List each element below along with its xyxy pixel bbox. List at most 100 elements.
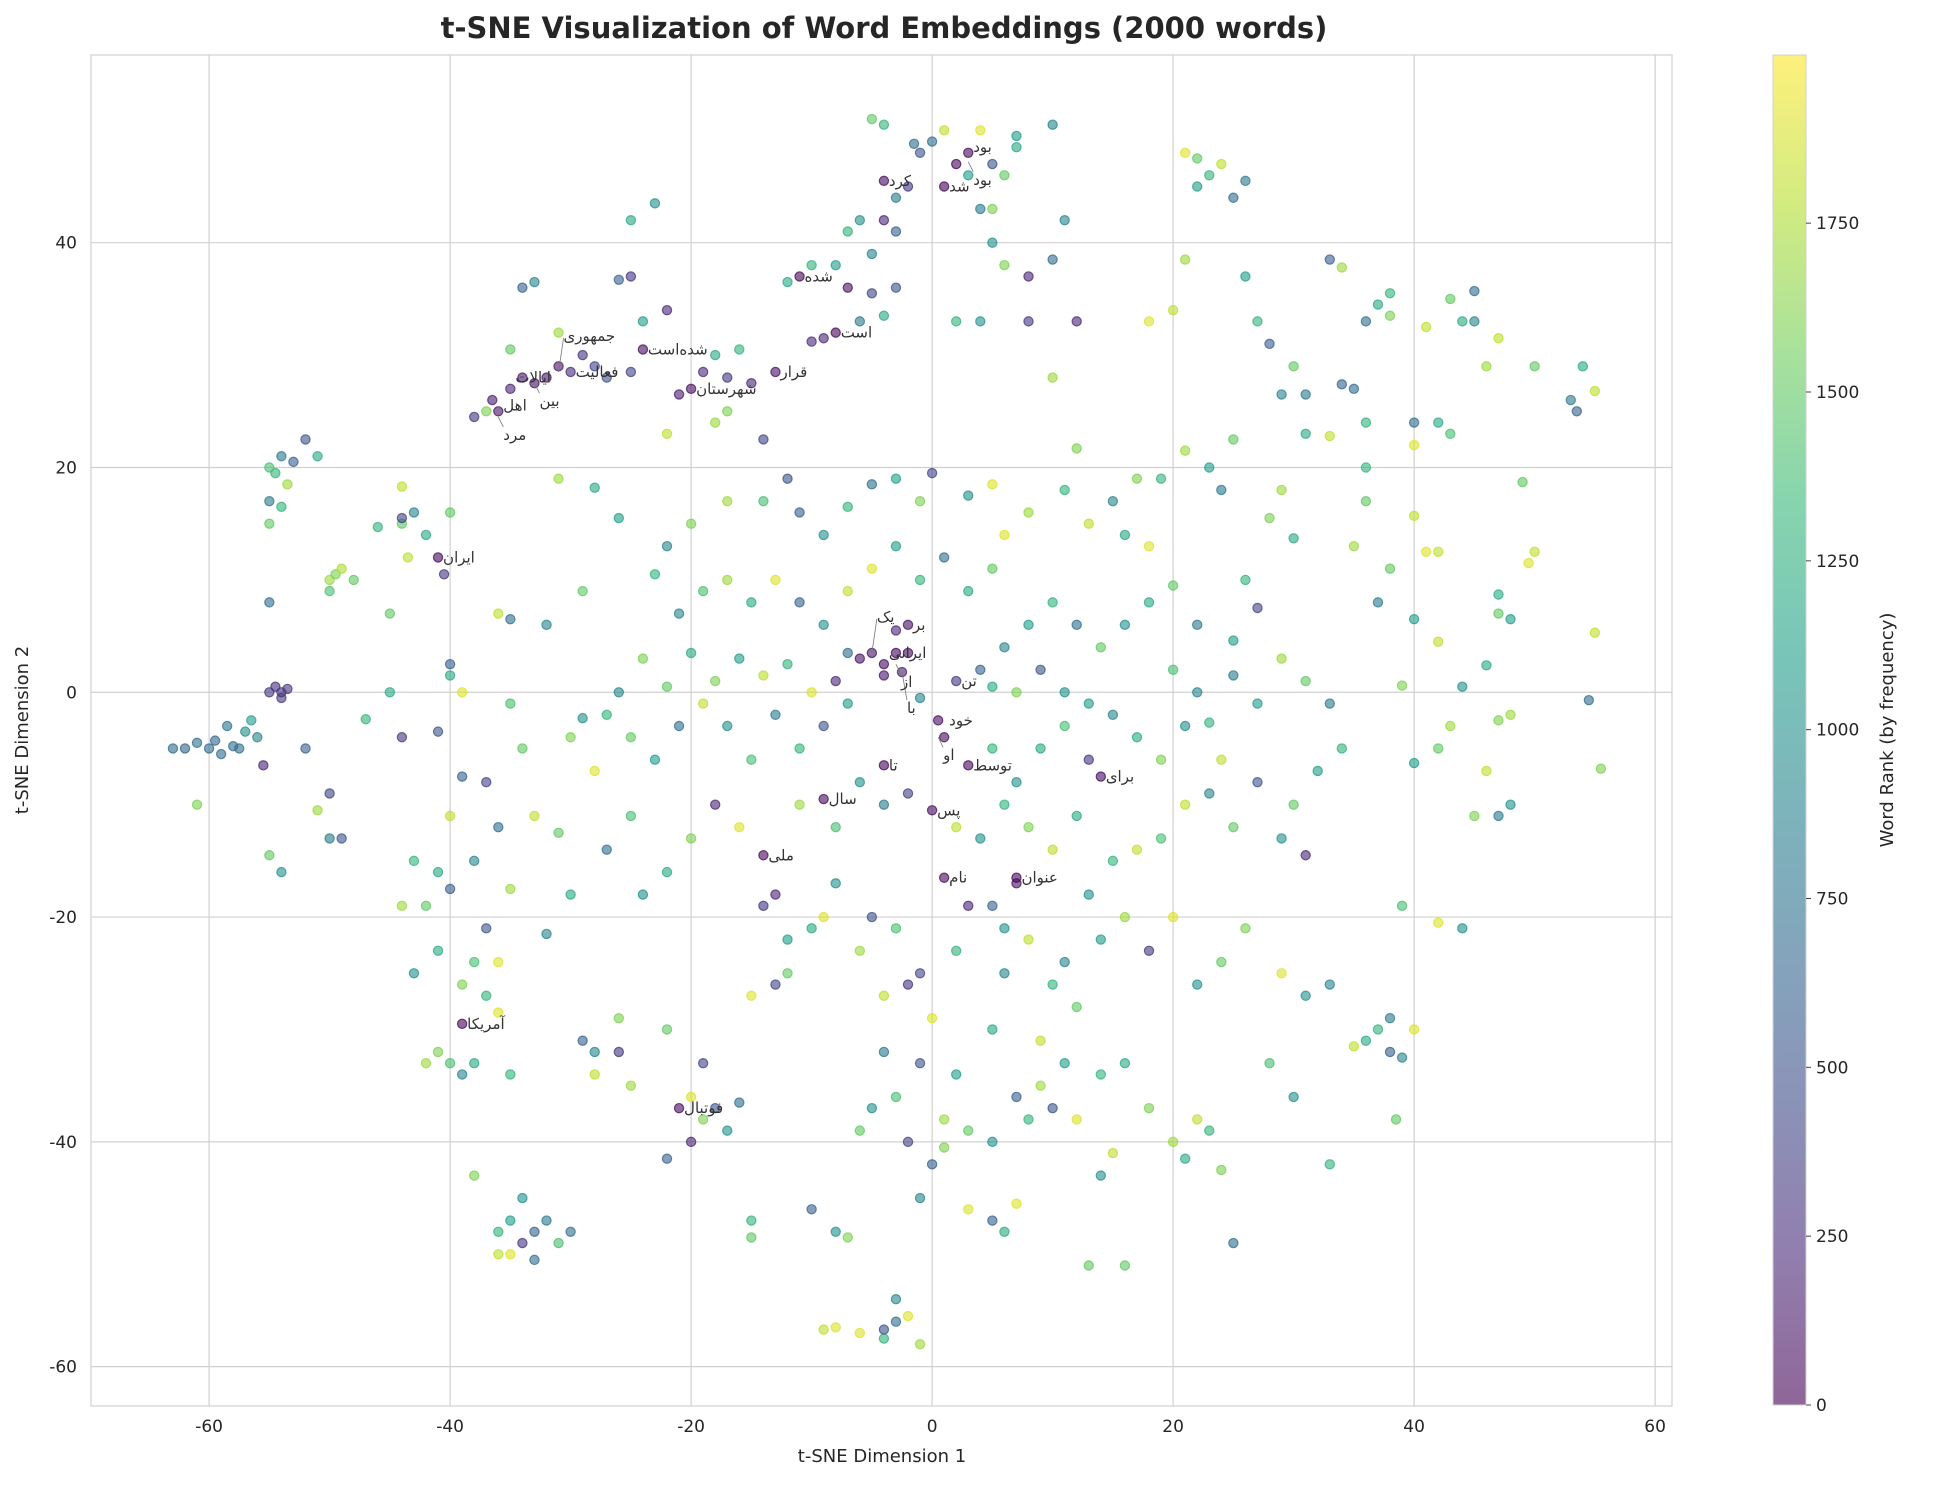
data-point <box>288 456 299 468</box>
data-point <box>661 304 673 316</box>
x-tick-label: 0 <box>927 1417 938 1437</box>
data-point <box>818 529 829 541</box>
data-point <box>589 1046 600 1058</box>
data-point <box>710 675 721 687</box>
data-point <box>517 372 528 383</box>
data-point <box>432 1046 444 1058</box>
data-point <box>1433 546 1444 557</box>
data-point <box>565 889 576 900</box>
data-point <box>613 1013 625 1024</box>
data-point <box>408 855 420 867</box>
data-point <box>1408 439 1420 451</box>
data-point <box>999 170 1010 181</box>
data-point <box>1565 394 1576 406</box>
data-point <box>276 866 287 878</box>
data-point <box>649 198 661 209</box>
data-point <box>746 1215 757 1226</box>
data-point <box>1095 1170 1107 1181</box>
data-point <box>806 259 817 271</box>
data-point <box>234 743 245 754</box>
data-point <box>444 670 456 681</box>
data-point <box>240 726 251 737</box>
data-point <box>890 1091 902 1103</box>
data-point <box>529 810 540 822</box>
data-point <box>963 585 974 597</box>
data-point <box>264 462 275 473</box>
data-point <box>782 473 793 484</box>
data-point <box>1023 934 1034 945</box>
data-point <box>890 647 902 659</box>
data-point <box>468 956 480 968</box>
data-point <box>710 1102 721 1114</box>
data-point <box>1493 715 1504 726</box>
data-point <box>637 316 649 327</box>
data-point <box>1493 333 1504 344</box>
data-point <box>1228 434 1239 445</box>
annotation-leader-line <box>967 161 974 172</box>
data-point <box>963 170 974 181</box>
data-point <box>951 675 962 687</box>
data-point <box>1023 316 1034 327</box>
data-point <box>625 271 637 282</box>
data-point <box>673 720 685 732</box>
data-point <box>493 1226 504 1237</box>
data-point <box>661 428 673 439</box>
data-point <box>221 720 233 732</box>
data-point <box>999 968 1010 979</box>
data-point <box>167 743 179 754</box>
data-point <box>782 276 793 288</box>
data-point <box>625 215 637 226</box>
data-point <box>932 715 944 726</box>
data-point <box>1023 619 1034 631</box>
data-point <box>770 709 781 720</box>
data-point <box>589 482 600 493</box>
data-point <box>553 327 564 338</box>
data-point <box>914 968 926 979</box>
data-point <box>444 1057 456 1069</box>
data-point <box>1390 1114 1402 1125</box>
data-point <box>1433 917 1444 928</box>
data-point <box>914 692 926 704</box>
data-point <box>1167 304 1179 316</box>
data-point <box>806 1204 817 1215</box>
data-point <box>468 1057 480 1069</box>
data-point <box>722 1125 733 1136</box>
data-point <box>746 597 757 608</box>
colorbar-tick-label: 1250 <box>1816 552 1859 572</box>
data-point <box>553 827 564 838</box>
data-point <box>529 1226 540 1237</box>
data-point <box>878 799 890 810</box>
data-point <box>890 1316 902 1327</box>
data-point <box>432 726 444 737</box>
data-point <box>529 276 540 288</box>
data-point <box>493 406 504 417</box>
data-point <box>1276 389 1287 400</box>
colorbar-label: Word Rank (by frequency) <box>1877 613 1898 848</box>
data-point <box>1204 1125 1215 1136</box>
data-point <box>360 714 371 725</box>
data-point <box>722 372 733 383</box>
data-point <box>601 844 612 855</box>
data-point <box>324 788 335 799</box>
data-point <box>300 743 311 754</box>
data-point <box>577 1035 588 1046</box>
data-point <box>758 850 769 861</box>
x-tick-labels: -60 -40 -20 0 20 40 60 <box>195 1417 1666 1437</box>
word-label: برای <box>1106 768 1134 786</box>
data-point <box>1276 653 1287 664</box>
data-point <box>770 366 781 378</box>
data-point <box>938 732 950 743</box>
word-label: شهرستان <box>696 380 756 398</box>
data-point <box>613 687 625 698</box>
colorbar-tick-label: 500 <box>1816 1058 1848 1078</box>
scatter-points <box>167 113 1607 1350</box>
data-point <box>999 259 1010 271</box>
data-point <box>1252 316 1263 327</box>
data-point <box>1228 821 1239 833</box>
word-label: شده <box>805 267 833 285</box>
word-label: شد <box>949 178 969 196</box>
data-point <box>806 336 817 347</box>
data-point <box>505 383 516 395</box>
annotation-leader-line <box>497 416 504 428</box>
data-point <box>794 799 805 810</box>
